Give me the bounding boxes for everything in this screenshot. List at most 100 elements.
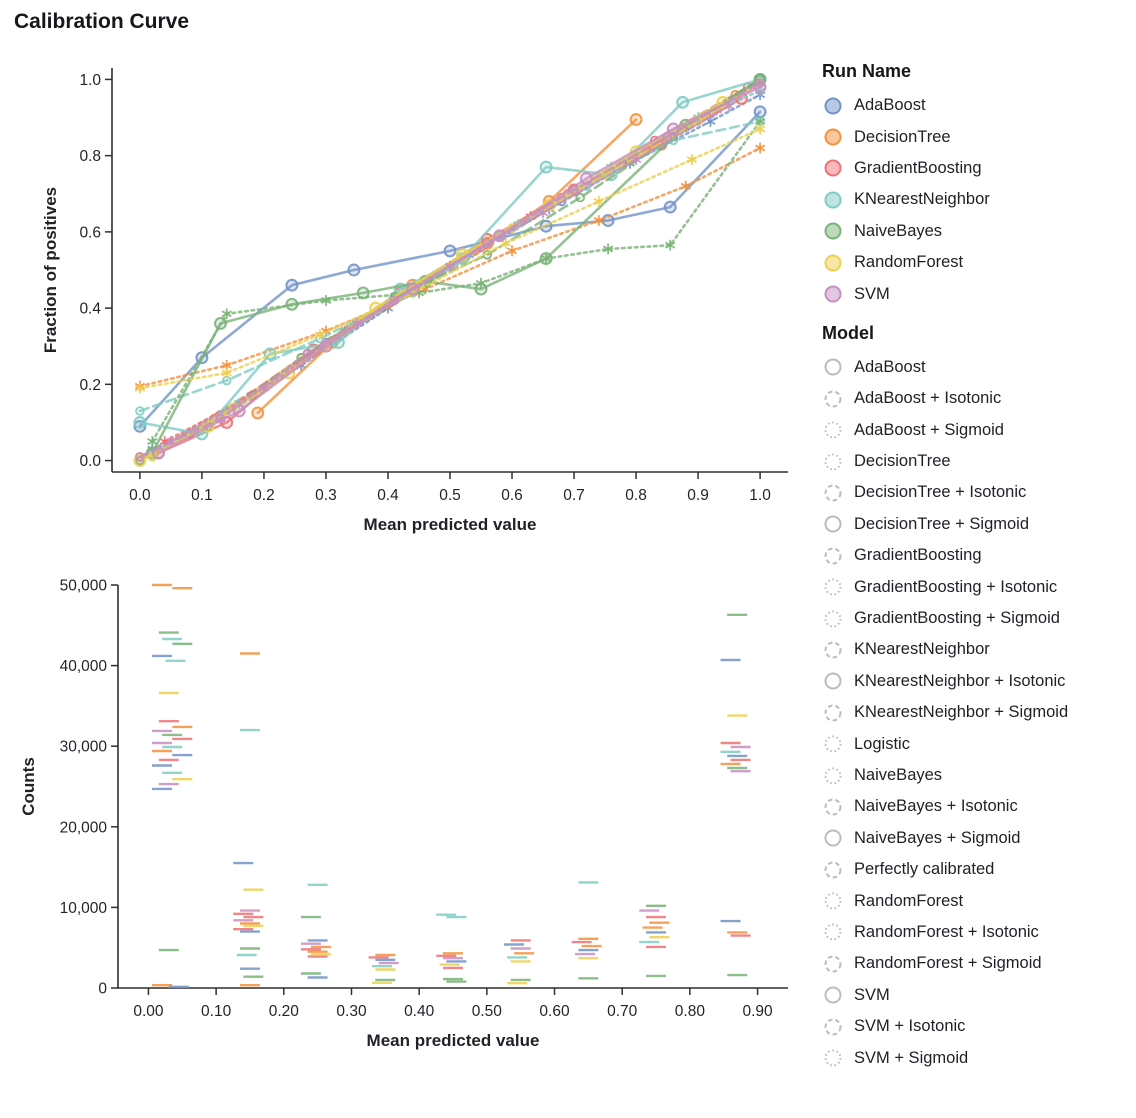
asterisk-marker-icon [665, 241, 676, 249]
series-line [138, 127, 762, 390]
y-tick-label: 30,000 [60, 739, 108, 756]
legend-model-item: KNearestNeighbor [822, 634, 1134, 665]
asterisk-marker-icon [221, 310, 232, 318]
legend-model-label: SVM + Isotonic [854, 1017, 966, 1036]
legend: Run Name AdaBoost DecisionTree GradientBoo… [822, 48, 1134, 1074]
count-marks [152, 583, 751, 988]
model-stroke-circle-icon [824, 641, 842, 659]
asterisk-marker-icon [475, 279, 487, 287]
y-tick-label: 0.2 [79, 377, 101, 394]
run-color-circle-icon [824, 191, 842, 209]
legend-model-item: KNearestNeighbor + Isotonic [822, 666, 1134, 697]
series [134, 123, 766, 394]
y-tick-label: 0.8 [79, 148, 101, 165]
x-tick-label: 0.5 [439, 487, 461, 504]
legend-run-item: NaiveBayes [822, 216, 1134, 247]
legend-model-label: SVM [854, 985, 890, 1004]
legend-model-label: NaiveBayes + Isotonic [854, 797, 1018, 816]
legend-model-label: AdaBoost [854, 357, 926, 376]
legend-model-label: Perfectly calibrated [854, 860, 995, 879]
x-tick-label: 0.7 [563, 487, 585, 504]
model-stroke-circle-icon [824, 1049, 842, 1067]
legend-model-label: DecisionTree + Sigmoid [854, 514, 1030, 533]
axes: 0.0 0.1 0.2 0.3 0.4 0.5 0.6 0.7 0.8 0.9 1.0 0.0 0.2 0… [41, 68, 788, 534]
asterisk-marker-icon [134, 384, 146, 392]
asterisk-marker-icon [500, 239, 511, 247]
asterisk-marker-icon [506, 247, 518, 255]
legend-model-item: DecisionTree [822, 446, 1134, 477]
y-tick-label: 0.6 [79, 224, 101, 241]
circle-marker-icon [663, 200, 677, 214]
model-stroke-circle-icon [824, 358, 842, 376]
legend-run-name-title: Run Name [822, 61, 912, 81]
model-stroke-circle-icon [824, 547, 842, 565]
circle-marker-icon [755, 78, 765, 88]
x-tick-label: 0.0 [129, 487, 151, 504]
asterisk-marker-icon [593, 217, 604, 224]
x-tick-label: 0.3 [315, 487, 337, 504]
asterisk-marker-icon [258, 384, 270, 392]
circle-marker-icon [347, 263, 361, 277]
legend-model-label: NaiveBayes [854, 766, 943, 784]
legend-model-label: GradientBoosting + Sigmoid [854, 609, 1060, 628]
legend-model-label: NaiveBayes + Sigmoid [854, 828, 1021, 847]
asterisk-marker-icon [165, 438, 177, 445]
circle-marker-icon [662, 131, 672, 142]
circle-marker-icon [135, 451, 145, 462]
legend-model-items: AdaBoost AdaBoost + Isotonic AdaBoost + Si… [822, 352, 1134, 1074]
model-stroke-circle-icon [824, 704, 842, 722]
model-stroke-circle-icon [824, 484, 842, 502]
legend-model-label: RandomForest [854, 891, 964, 910]
page-title: Calibration Curve [14, 10, 190, 33]
asterisk-marker-icon [444, 262, 456, 270]
legend-model-label: SVM + Sigmoid [854, 1048, 969, 1067]
circle-marker-icon [356, 286, 370, 300]
run-color-circle-icon [824, 128, 842, 146]
x-tick-label: 0.10 [201, 1003, 232, 1020]
asterisk-marker-icon [680, 182, 691, 190]
legend-run-item: RandomForest [822, 247, 1134, 278]
legend-model-item: DecisionTree + Sigmoid [822, 509, 1134, 540]
model-stroke-circle-icon [824, 923, 842, 941]
circle-marker-icon [251, 406, 265, 420]
x-tick-label: 0.2 [253, 487, 275, 504]
y-tick-label: 0 [98, 981, 107, 998]
series [134, 142, 766, 392]
y-tick-label: 20,000 [60, 819, 108, 836]
legend-model-label: GradientBoosting [854, 546, 982, 565]
legend-run-name-items: AdaBoost DecisionTree GradientBoosting KNea… [822, 90, 1134, 310]
y-tick-label: 0.4 [79, 301, 101, 318]
legend-run-label: RandomForest [854, 253, 964, 272]
run-color-circle-icon [824, 97, 842, 115]
asterisk-marker-icon [705, 117, 716, 125]
legend-model-item: GradientBoosting [822, 540, 1134, 571]
asterisk-marker-icon [320, 297, 332, 304]
legend-model-item: Logistic [822, 728, 1134, 759]
circle-marker-icon [285, 278, 299, 292]
asterisk-marker-icon [593, 197, 604, 205]
legend-model-title: Model [822, 322, 874, 343]
legend-run-item: AdaBoost [822, 90, 1134, 121]
series-line [138, 110, 762, 428]
legend-run-label: KNearestNeighbor [854, 190, 990, 209]
asterisk-marker-icon [540, 255, 552, 263]
legend-run-item: SVM [822, 278, 1134, 309]
legend-model-item: SVM + Sigmoid [822, 1042, 1134, 1073]
legend-model-item: AdaBoost [822, 352, 1134, 383]
legend-run-label: AdaBoost [854, 96, 926, 115]
legend-model-item: SVM [822, 980, 1134, 1011]
legend-model-label: AdaBoost + Isotonic [854, 389, 1002, 408]
run-color-circle-icon [824, 285, 842, 303]
x-tick-label: 1.0 [749, 487, 771, 504]
model-stroke-circle-icon [824, 955, 842, 973]
x-axis-title: Mean predicted value [364, 515, 537, 534]
run-color-circle-icon [824, 254, 842, 272]
x-tick-label: 0.00 [133, 1003, 164, 1020]
asterisk-marker-icon [221, 369, 232, 377]
series [165, 100, 735, 447]
asterisk-marker-icon [314, 331, 325, 339]
legend-model-item: GradientBoosting + Sigmoid [822, 603, 1134, 634]
legend-model-label: KNearestNeighbor + Sigmoid [854, 703, 1069, 722]
legend-run-label: NaiveBayes [854, 221, 943, 240]
x-tick-label: 0.70 [607, 1003, 638, 1020]
